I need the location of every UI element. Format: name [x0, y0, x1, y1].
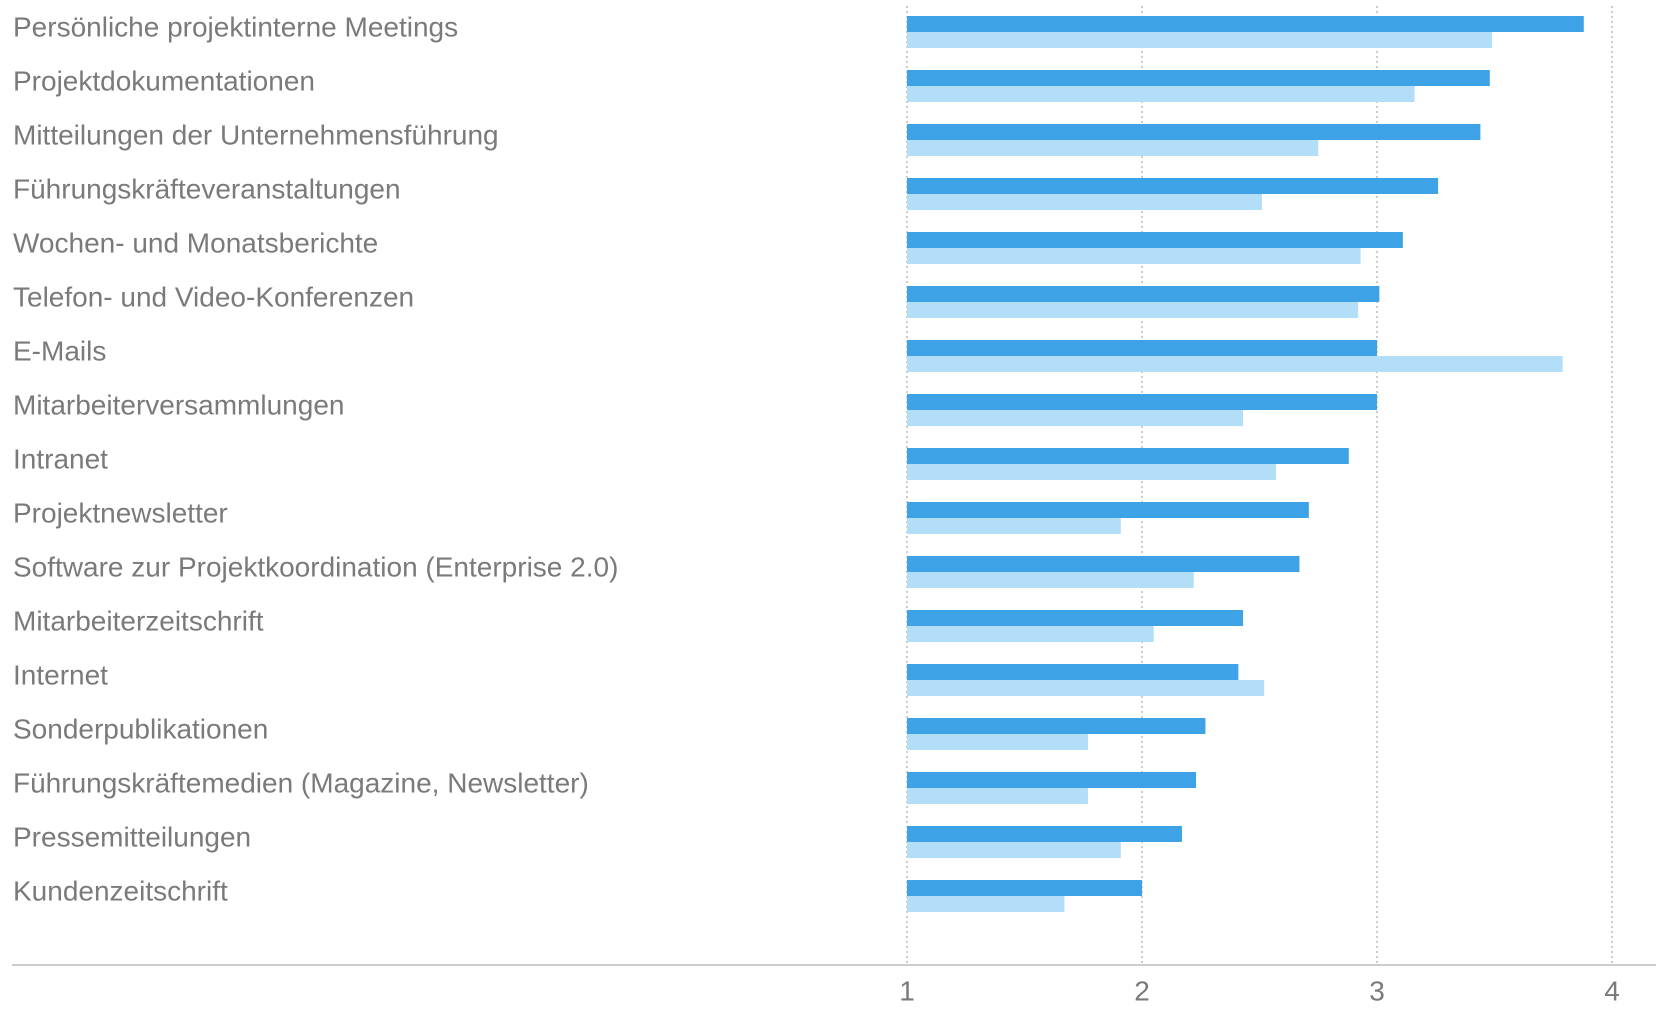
bar [907, 16, 1584, 32]
bar [907, 896, 1065, 912]
y-tick-label: Wochen- und Monatsberichte [13, 227, 378, 258]
bar [907, 302, 1359, 318]
y-tick-label: Sonderpublikationen [13, 713, 268, 744]
bar [907, 880, 1142, 896]
bar [907, 140, 1319, 156]
y-tick-label: Persönliche projektinterne Meetings [13, 11, 458, 42]
bar [907, 826, 1182, 842]
bar [907, 448, 1349, 464]
bar [907, 248, 1361, 264]
bar [907, 788, 1088, 804]
y-tick-label: Pressemitteilungen [13, 821, 251, 852]
bar [907, 464, 1276, 480]
bar [907, 718, 1206, 734]
y-tick-label: Mitarbeiterzeitschrift [13, 605, 264, 636]
bar [907, 772, 1197, 788]
bar [907, 572, 1194, 588]
y-tick-label: Projektnewsletter [13, 497, 228, 528]
x-tick-label: 3 [1369, 975, 1385, 1006]
bar [907, 680, 1265, 696]
bar [907, 194, 1262, 210]
bar [907, 556, 1300, 572]
x-tick-label: 2 [1134, 975, 1150, 1006]
bar [907, 178, 1439, 194]
y-tick-label: Führungskräftemedien (Magazine, Newslett… [13, 767, 589, 798]
bar [907, 356, 1563, 372]
bar [907, 842, 1121, 858]
bar [907, 32, 1493, 48]
bar [907, 410, 1244, 426]
bar [907, 124, 1481, 140]
y-tick-label: Führungskräfteveranstaltungen [13, 173, 401, 204]
y-tick-label: Mitteilungen der Unternehmensführung [13, 119, 499, 150]
bar [907, 610, 1244, 626]
bar [907, 734, 1088, 750]
x-tick-label: 1 [899, 975, 915, 1006]
y-tick-label: Projektdokumentationen [13, 65, 315, 96]
bar [907, 518, 1121, 534]
bar [907, 394, 1377, 410]
y-tick-label: Mitarbeiterversammlungen [13, 389, 344, 420]
y-tick-label: Intranet [13, 443, 108, 474]
x-tick-label: 4 [1604, 975, 1620, 1006]
bar [907, 232, 1403, 248]
y-tick-label: Internet [13, 659, 108, 690]
bar [907, 664, 1239, 680]
y-tick-label: Software zur Projektkoordination (Enterp… [13, 551, 618, 582]
bar [907, 502, 1309, 518]
y-tick-label: Kundenzeitschrift [13, 875, 228, 906]
y-tick-label: E-Mails [13, 335, 106, 366]
bar [907, 70, 1490, 86]
bar [907, 626, 1154, 642]
bar [907, 340, 1377, 356]
y-tick-label: Telefon- und Video-Konferenzen [13, 281, 414, 312]
bar [907, 86, 1415, 102]
bar [907, 286, 1380, 302]
